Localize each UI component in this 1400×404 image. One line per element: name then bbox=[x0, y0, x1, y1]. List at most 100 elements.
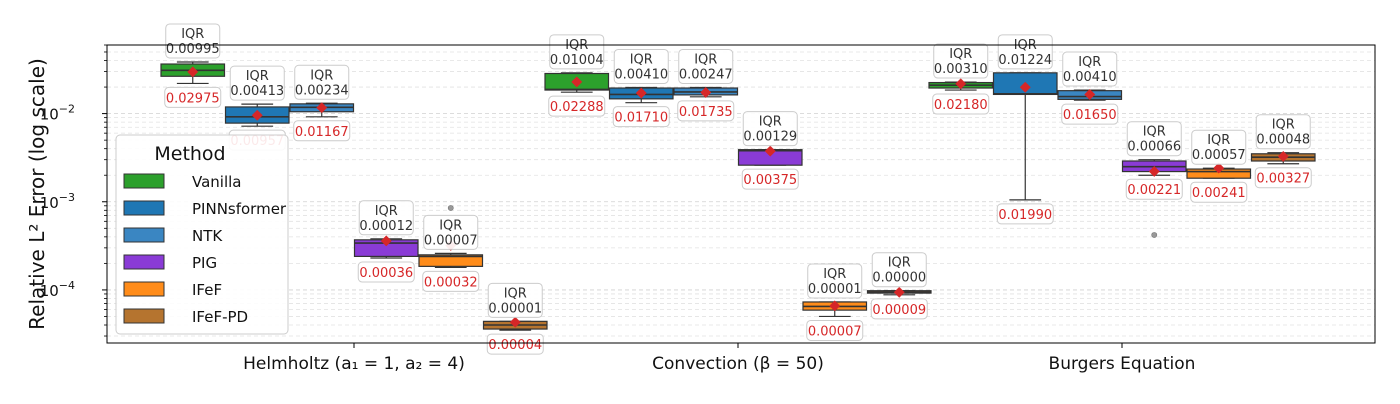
iqr-label-box bbox=[294, 64, 350, 100]
mean-marker bbox=[635, 87, 647, 99]
x-tick-label: Convection (β = 50) bbox=[652, 354, 824, 374]
legend: Method Vanilla PINNsformer NTK PIG IFeF IFeF-P… bbox=[115, 134, 289, 335]
iqr-label-prefix: IQR bbox=[823, 267, 846, 282]
legend-entry-ntk: NTK bbox=[123, 227, 223, 245]
outlier-point bbox=[1151, 232, 1158, 238]
box-iqr bbox=[418, 254, 484, 267]
iqr-value-label: 0.00066 bbox=[1127, 140, 1181, 155]
mean-label-box bbox=[612, 106, 670, 128]
mean-marker bbox=[316, 102, 328, 114]
mean-marker bbox=[700, 86, 712, 99]
mean-value-label: 0.00241 bbox=[1192, 186, 1246, 201]
iqr-label-box bbox=[1255, 114, 1311, 150]
iqr-label-box bbox=[229, 65, 285, 101]
iqr-label-box bbox=[742, 111, 798, 147]
mean-value-label: 0.00009 bbox=[872, 303, 926, 318]
mean-marker bbox=[509, 316, 521, 328]
iqr-value-label: 0.00410 bbox=[1063, 70, 1117, 85]
mean-marker bbox=[571, 76, 583, 88]
iqr-value-label: 0.00413 bbox=[230, 84, 284, 99]
iqr-value-label: 0.00001 bbox=[808, 282, 862, 297]
y-axis: 10−4 10−3 10−2 bbox=[40, 44, 107, 337]
mean-value-label: 0.01990 bbox=[998, 208, 1052, 223]
mean-label-box bbox=[357, 261, 415, 283]
iqr-label-prefix: IQR bbox=[310, 68, 333, 83]
iqr-label-prefix: IQR bbox=[1143, 125, 1166, 140]
y-tick-label: 10−2 bbox=[40, 103, 75, 124]
mean-value-label: 0.00004 bbox=[488, 338, 542, 353]
mean-value-label: 0.00036 bbox=[359, 266, 413, 281]
iqr-label-box bbox=[1191, 129, 1247, 165]
y-tick-label: 10−3 bbox=[40, 191, 75, 212]
iqr-value-label: 0.00310 bbox=[934, 62, 988, 77]
iqr-label-prefix: IQR bbox=[375, 204, 398, 219]
iqr-value-label: 0.00129 bbox=[743, 130, 797, 145]
mean-marker bbox=[1084, 88, 1096, 100]
mean-label-box bbox=[996, 203, 1054, 225]
mean-label-box bbox=[486, 333, 544, 355]
legend-swatch bbox=[123, 200, 165, 216]
legend-label: NTK bbox=[192, 227, 223, 245]
mean-marker bbox=[1277, 150, 1289, 162]
iqr-label-box bbox=[678, 48, 734, 84]
mean-marker bbox=[955, 78, 967, 90]
mean-label-box bbox=[870, 298, 928, 320]
mean-value-label: 0.01710 bbox=[614, 111, 668, 126]
iqr-label-box bbox=[358, 200, 414, 236]
mean-marker bbox=[1213, 162, 1225, 174]
iqr-label-prefix: IQR bbox=[694, 52, 717, 67]
iqr-label-box bbox=[1062, 51, 1118, 87]
mean-label-box bbox=[1125, 178, 1183, 200]
mean-label-box bbox=[932, 93, 990, 115]
iqr-label-prefix: IQR bbox=[759, 115, 782, 130]
iqr-label-box bbox=[423, 214, 479, 250]
mean-marker bbox=[1148, 165, 1160, 177]
y-axis-label: Relative L² Error (log scale) bbox=[25, 58, 49, 330]
iqr-value-label: 0.00410 bbox=[614, 67, 668, 82]
mean-label-box bbox=[1061, 103, 1119, 125]
y-tick-base: 10 bbox=[40, 282, 59, 300]
legend-swatch bbox=[123, 173, 165, 189]
x-tick-label: Burgers Equation bbox=[1049, 354, 1196, 374]
mean-value-label: 0.01650 bbox=[1063, 108, 1117, 123]
iqr-label-box bbox=[997, 34, 1053, 70]
iqr-value-label: 0.00048 bbox=[1256, 133, 1310, 148]
mean-value-label: 0.02288 bbox=[550, 100, 604, 115]
iqr-label-prefix: IQR bbox=[1078, 55, 1101, 70]
y-tick-exponent: −4 bbox=[59, 279, 75, 292]
iqr-value-label: 0.00007 bbox=[424, 233, 478, 248]
legend-entry-ifef: IFeF bbox=[123, 281, 222, 299]
iqr-value-label: 0.00000 bbox=[872, 271, 926, 286]
iqr-label-prefix: IQR bbox=[630, 52, 653, 67]
mean-marker bbox=[380, 235, 392, 247]
legend-swatch bbox=[123, 254, 165, 270]
y-tick-exponent: −3 bbox=[59, 191, 75, 204]
legend-label: PINNsformer bbox=[192, 200, 287, 218]
mean-value-label: 0.00007 bbox=[808, 324, 862, 339]
legend-label: Vanilla bbox=[192, 173, 242, 191]
outlier-point bbox=[447, 205, 454, 211]
mean-label-box bbox=[548, 95, 606, 117]
iqr-value-label: 0.00234 bbox=[295, 83, 349, 98]
box-group: IQR0.003100.02180IQR0.012240.01990IQR0.0… bbox=[928, 34, 1316, 238]
legend-label: PIG bbox=[192, 254, 217, 272]
mean-label-box bbox=[806, 319, 864, 341]
iqr-value-label: 0.00012 bbox=[359, 219, 413, 234]
legend-entry-vanilla: Vanilla bbox=[123, 173, 242, 191]
iqr-value-label: 0.01224 bbox=[998, 53, 1052, 68]
iqr-label-prefix: IQR bbox=[1272, 118, 1295, 133]
legend-swatch bbox=[123, 281, 165, 297]
